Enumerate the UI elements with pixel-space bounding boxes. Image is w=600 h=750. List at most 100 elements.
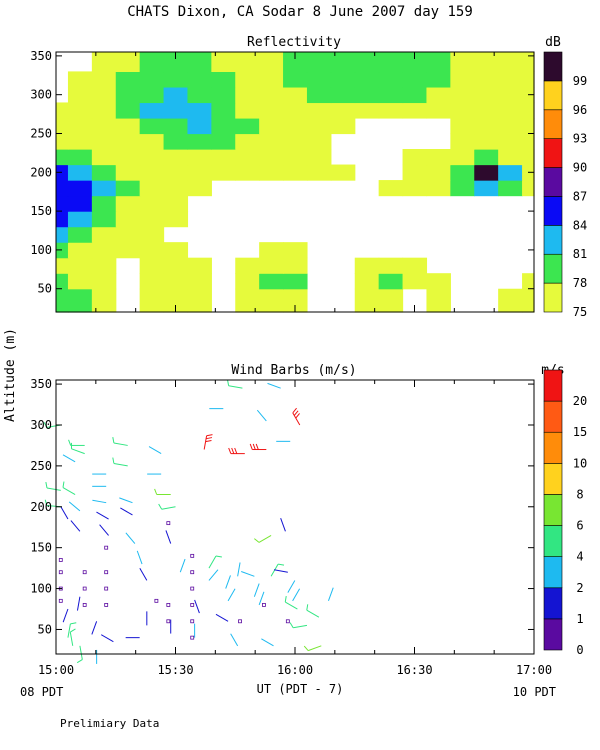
reflectivity-cell <box>354 71 380 88</box>
reflectivity-cell <box>283 86 308 104</box>
reflectivity-cell <box>235 164 260 181</box>
wind-barb <box>76 645 83 664</box>
wind-barb <box>254 534 272 543</box>
calm-marker <box>166 603 171 607</box>
reflectivity-cell <box>211 71 236 88</box>
reflectivity-cell <box>402 273 428 290</box>
reflectivity-cell <box>139 71 165 88</box>
reflectivity-cell <box>306 71 332 88</box>
reflectivity-cell <box>67 226 93 243</box>
wind-barb <box>327 587 334 602</box>
reflectivity-cell <box>163 71 189 88</box>
wind-barb-shaft <box>70 520 81 532</box>
reflectivity-cell <box>259 117 284 135</box>
reflectivity-cell <box>91 273 117 290</box>
wind-barbs-x-tick-label: 16:00 <box>277 663 313 677</box>
reflectivity-cell <box>56 180 69 197</box>
wind-barbs-marks <box>43 379 334 664</box>
reflectivity-cell <box>139 164 165 181</box>
wind-colorbar-tick-label: 1 <box>576 612 583 626</box>
reflectivity-cell <box>91 180 117 197</box>
wind-barb-flag <box>289 622 294 629</box>
wind-barb <box>62 481 76 495</box>
reflectivity-cell <box>259 133 284 150</box>
reflectivity-cell <box>67 257 93 274</box>
reflectivity-cell <box>139 86 165 104</box>
wind-barb <box>273 569 288 573</box>
reflectivity-cell <box>56 273 69 290</box>
wind-barb-shaft <box>113 462 128 467</box>
reflectivity-cell <box>498 288 523 313</box>
reflectivity-cell <box>163 211 189 228</box>
reflectivity-cell <box>306 149 332 166</box>
reflectivity-cell <box>91 71 117 88</box>
reflectivity-cell <box>187 133 212 150</box>
calm-marker <box>58 570 63 575</box>
reflectivity-cell <box>450 86 475 104</box>
reflectivity-cell <box>378 273 404 290</box>
reflectivity-cell <box>522 273 535 290</box>
reflectivity-cell <box>91 195 117 212</box>
reflectivity-cell <box>139 195 165 212</box>
wind-barb-flag <box>154 488 158 495</box>
reflectivity-cell <box>91 86 117 104</box>
reflectivity-cell <box>67 164 93 181</box>
reflectivity-cell <box>474 149 499 166</box>
reflectivity-cell <box>56 195 69 212</box>
reflectivity-cell <box>498 86 523 104</box>
calm-marker <box>104 586 109 591</box>
reflectivity-cell <box>139 273 165 290</box>
reflectivity-cell <box>67 133 93 150</box>
reflectivity-cell <box>450 52 475 73</box>
wind-barb-shaft <box>136 550 143 565</box>
reflectivity-cell <box>402 71 428 88</box>
wind-barb-shaft <box>60 506 69 520</box>
reflectivity-cell <box>522 71 535 88</box>
reflectivity-cell <box>91 226 117 243</box>
reflectivity-cell <box>115 102 141 119</box>
wind-barb <box>139 568 148 581</box>
reflectivity-cell <box>235 52 260 73</box>
wind-barb <box>230 633 239 647</box>
wind-barb <box>68 501 81 512</box>
y-axis-label: Altitude (m) <box>3 328 18 422</box>
wind-barb-shaft <box>237 562 241 577</box>
reflectivity-cell <box>91 257 117 274</box>
wind-barb <box>62 608 69 623</box>
reflectivity-cell <box>306 86 332 104</box>
wind-barb-shaft <box>113 442 128 446</box>
reflectivity-cell <box>354 288 380 313</box>
reflectivity-cell <box>450 149 475 166</box>
reflectivity-cell <box>163 164 189 181</box>
wind-colorbar-tick-label: 15 <box>573 425 587 439</box>
reflectivity-cell <box>187 52 212 73</box>
reflectivity-cell <box>450 164 475 181</box>
wind-barb <box>62 454 76 463</box>
reflectivity-cell <box>91 52 117 73</box>
wind-barb <box>267 382 281 389</box>
wind-barb <box>225 575 231 589</box>
wind-barb-shaft <box>120 507 133 516</box>
wind-barb <box>289 622 308 629</box>
reflectivity-cell <box>283 242 308 259</box>
reflectivity-y-tick-label: 100 <box>30 243 52 257</box>
wind-colorbar-tick-label: 20 <box>573 394 587 408</box>
reflectivity-cell <box>163 102 189 119</box>
reflectivity-cell <box>283 288 308 313</box>
wind-barb <box>292 407 301 426</box>
wind-barb-flag <box>228 447 232 454</box>
reflectivity-cell <box>91 164 117 181</box>
wind-barb <box>284 596 298 610</box>
wind-barb <box>249 443 267 451</box>
wind-barb-flag <box>231 447 235 454</box>
wind-barb <box>112 437 128 446</box>
left-footer: 08 PDT <box>20 685 63 699</box>
wind-barbs-y-tick-label: 300 <box>30 418 52 432</box>
reflectivity-cell <box>259 242 284 259</box>
reflectivity-cell <box>235 86 260 104</box>
wind-barb-shaft <box>71 448 85 455</box>
reflectivity-cell <box>187 102 212 119</box>
wind-barb <box>99 524 109 536</box>
wind-barb <box>91 621 98 635</box>
